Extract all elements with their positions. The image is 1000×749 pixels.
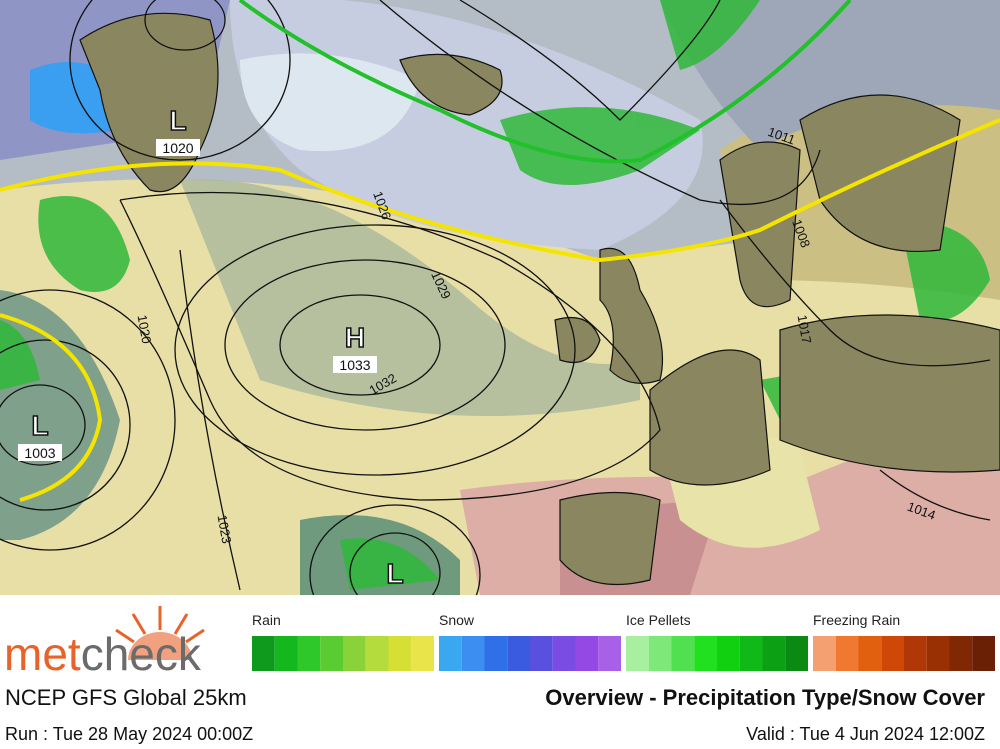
legend-swatch xyxy=(858,636,882,671)
isobar-label: 1023 xyxy=(215,514,235,545)
pressure-value-bg xyxy=(333,356,377,373)
freezing-line xyxy=(0,118,1000,263)
legend-swatch xyxy=(739,636,763,671)
pressure-value-bg xyxy=(18,444,62,461)
logo-sun xyxy=(115,606,205,644)
legend-swatch xyxy=(972,636,995,671)
logo-text: metcheck xyxy=(4,628,202,680)
legend-label: Ice Pellets xyxy=(626,612,691,628)
legend-swatch xyxy=(252,636,275,671)
legend-swatch xyxy=(648,636,672,671)
legend-swatch xyxy=(717,636,740,671)
legend-swatch xyxy=(949,636,973,671)
isobars xyxy=(0,0,991,595)
model-name: NCEP GFS Global 25km xyxy=(5,685,247,710)
pressure-value-bg xyxy=(156,139,200,156)
pressure-value: 1003 xyxy=(24,445,55,461)
legend-swatch xyxy=(365,636,389,671)
legend-swatch xyxy=(598,636,621,671)
land xyxy=(79,12,1000,586)
legend-swatch xyxy=(671,636,695,671)
legend-swatch xyxy=(484,636,508,671)
legend-label: Rain xyxy=(252,612,281,628)
legend-swatch xyxy=(881,636,904,671)
freezing-line xyxy=(0,313,103,502)
isobar-label: 1017 xyxy=(795,314,815,345)
legend-swatch xyxy=(904,636,927,671)
legend-swatch xyxy=(461,636,485,671)
legend: Rain Snow Ice Pellets Freezing Rain xyxy=(252,612,995,671)
legend-swatch xyxy=(762,636,786,671)
pressure-value: 1020 xyxy=(162,140,193,156)
legend-swatch xyxy=(388,636,412,671)
map: L1020H1033L1003L102610291032102010231011… xyxy=(0,0,1000,595)
legend-swatch xyxy=(926,636,950,671)
legend-swatch xyxy=(320,636,343,671)
legend-label: Freezing Rain xyxy=(813,612,900,628)
legend-swatch xyxy=(552,636,576,671)
legend-swatch xyxy=(835,636,859,671)
legend-swatch xyxy=(411,636,434,671)
valid-time: Valid : Tue 4 Jun 2024 12:00Z xyxy=(746,724,985,744)
legend-label: Snow xyxy=(439,612,475,628)
legend-swatch xyxy=(507,636,530,671)
legend-swatch xyxy=(694,636,717,671)
chart-title: Overview - Precipitation Type/Snow Cover xyxy=(545,685,985,710)
pressure-letter: L xyxy=(386,558,403,589)
pressure-value: 1033 xyxy=(339,357,370,373)
pressure-letter: L xyxy=(31,410,48,441)
legend-swatch xyxy=(785,636,808,671)
isobar-label: 1020 xyxy=(135,314,155,345)
legend-swatch xyxy=(813,636,836,671)
snow-line xyxy=(238,0,852,164)
legend-swatch xyxy=(530,636,553,671)
pressure-letter: H xyxy=(345,322,365,353)
legend-swatch xyxy=(626,636,649,671)
logo: metcheck xyxy=(4,606,205,680)
run-time: Run : Tue 28 May 2024 00:00Z xyxy=(5,724,253,744)
pressure-letter: L xyxy=(169,105,186,136)
legend-swatch xyxy=(297,636,321,671)
legend-swatch xyxy=(439,636,462,671)
legend-swatch xyxy=(343,636,366,671)
legend-swatch xyxy=(274,636,298,671)
legend-swatch xyxy=(575,636,599,671)
